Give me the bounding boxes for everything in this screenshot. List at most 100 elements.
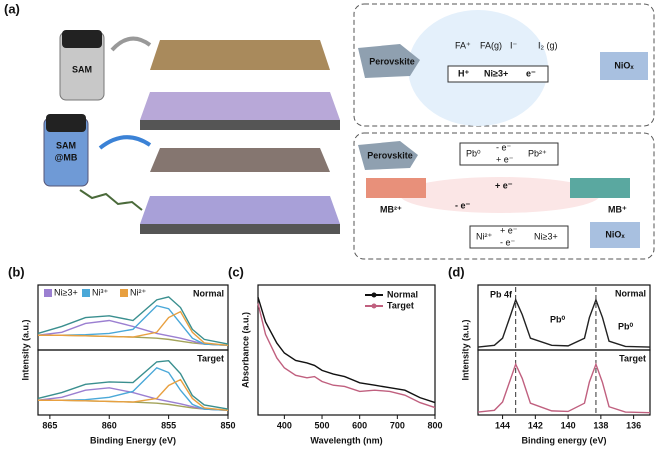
text: MB⁺ [608, 204, 627, 214]
box [459, 142, 559, 166]
niox-block [600, 52, 648, 80]
plot-frame [257, 284, 436, 416]
y-axis-label: Absorbance (a.u.) [240, 312, 250, 388]
legend-label: Ni≥3+ [54, 287, 78, 297]
inset-box [353, 3, 655, 127]
legend-marker [371, 303, 377, 309]
series-line [37, 296, 229, 345]
x-tick-label: 865 [42, 420, 57, 430]
text: + e⁻ [495, 180, 513, 190]
bottle-cap [62, 30, 102, 48]
x-axis-label: Wavelength (nm) [310, 435, 382, 445]
legend-swatch [120, 289, 128, 297]
plot-frame [477, 349, 651, 416]
niox-block [590, 222, 640, 248]
series-line [38, 310, 229, 346]
text: Ni≥3+ [484, 68, 508, 78]
legend-label: Ni³⁺ [92, 287, 108, 297]
series-line [38, 366, 229, 411]
series-line [38, 378, 229, 411]
annotation: Pb⁰ [618, 321, 634, 331]
annotation: Pb 4f [490, 289, 513, 299]
text: + e⁻ [496, 154, 514, 164]
mb-molecule [570, 178, 630, 198]
mb-molecule [366, 178, 426, 198]
text: - e⁻ [455, 200, 471, 210]
panel-a: (a) SAM SAM @MB Perovskite FA⁺ FA(g) I⁻ … [4, 1, 655, 260]
text: FA⁺ [455, 40, 471, 50]
x-tick-label: 850 [220, 420, 235, 430]
x-tick-label: 500 [315, 420, 330, 430]
text: e⁻ [526, 68, 536, 78]
transfer-band [400, 177, 600, 213]
panel-label: (b) [8, 264, 25, 279]
panel-title: Target [197, 353, 224, 363]
substrate-edge [140, 224, 340, 234]
y-axis-label: Intensity (a.u.) [460, 319, 470, 380]
legend-swatch [44, 289, 52, 297]
series-line [37, 319, 229, 346]
substrate [140, 196, 340, 224]
plot-frame [37, 349, 229, 416]
molecule [79, 189, 143, 211]
series-line [477, 297, 651, 348]
x-tick-label: 136 [626, 420, 641, 430]
series-line [257, 303, 436, 409]
perovskite-crystals [358, 141, 418, 170]
y-axis-label: Intensity (a.u.) [20, 319, 30, 380]
text: Pb⁰ [466, 148, 481, 158]
arrow [110, 36, 152, 52]
series-line [37, 359, 229, 410]
bottle-label: @MB [55, 152, 78, 162]
text: Ni≥3+ [534, 231, 558, 241]
panel-title: Target [619, 353, 646, 363]
x-tick-label: 142 [528, 420, 543, 430]
text: I₂ (g) [538, 40, 558, 50]
bottle-label: SAM [56, 140, 76, 150]
text: I⁻ [510, 40, 518, 50]
series-line [38, 304, 229, 346]
substrate-edge [140, 120, 340, 130]
x-tick-label: 700 [390, 420, 405, 430]
perovskite-crystals [358, 44, 420, 78]
bottle-label: SAM [72, 64, 92, 74]
annotation: Pb⁰ [550, 314, 566, 324]
x-tick-label: 400 [277, 420, 292, 430]
x-tick-label: 800 [427, 420, 442, 430]
x-axis-label: Binding energy (eV) [521, 435, 606, 445]
panel-label: (a) [4, 1, 20, 16]
x-tick-label: 138 [593, 420, 608, 430]
text: H⁺ [458, 68, 469, 78]
box [469, 225, 569, 249]
text: + e⁻ [500, 225, 518, 235]
text: NiOₓ [614, 60, 634, 70]
text: NiOₓ [605, 229, 625, 239]
perovskite-layer [150, 40, 330, 70]
substrate [140, 92, 340, 120]
series-line [477, 362, 651, 414]
perovskite-layer [150, 148, 330, 172]
panel-title: Normal [193, 288, 224, 298]
text: FA(g) [480, 40, 502, 50]
text: Pb²⁺ [528, 148, 547, 158]
box [447, 65, 549, 83]
text: MB²⁺ [380, 204, 402, 214]
x-tick-label: 600 [352, 420, 367, 430]
panel-label: (d) [448, 264, 465, 279]
x-tick-label: 140 [561, 420, 576, 430]
text: - e⁻ [500, 237, 516, 247]
legend-label: Target [387, 300, 414, 310]
legend-marker [371, 292, 377, 298]
legend-swatch [82, 289, 90, 297]
x-tick-label: 144 [495, 420, 510, 430]
legend-label: Normal [387, 289, 418, 299]
x-tick-label: 860 [102, 420, 117, 430]
text: Ni²⁺ [476, 231, 492, 241]
text: Perovskite [369, 56, 415, 66]
x-tick-label: 855 [161, 420, 176, 430]
inset-box [353, 132, 655, 260]
bottle-cap [46, 114, 86, 132]
legend-label: Ni²⁺ [130, 287, 146, 297]
panel-title: Normal [615, 288, 646, 298]
